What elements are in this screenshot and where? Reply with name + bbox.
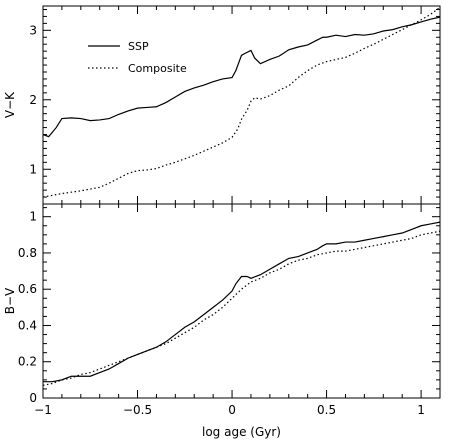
legend-label-ssp: SSP — [128, 40, 149, 53]
series-line-ssp — [42, 16, 441, 138]
legend-label-composite: Composite — [128, 62, 187, 75]
x-tick-label: 0.5 — [317, 403, 336, 417]
x-tick-label: −0.5 — [123, 403, 152, 417]
x-tick-label: 1 — [417, 403, 425, 417]
x-tick-label: 0 — [228, 403, 236, 417]
y-tick-label: 0.2 — [18, 355, 37, 369]
y-axis-label: V−K — [3, 91, 17, 118]
series-line-composite — [42, 230, 441, 386]
panel-bottom-bv: 0 0.2 0.4 0.6 0.8 1 −1 −0.5 0 0.5 1 log age (Gyr) B−… — [3, 203, 441, 439]
series-line-composite — [42, 6, 441, 198]
y-tick-label: 0.8 — [18, 246, 37, 260]
y-tick-label: 1 — [29, 210, 37, 224]
y-axis-label: B−V — [3, 287, 17, 314]
panel-top-vk: 1 2 3 V−K SSP Composite — [3, 5, 441, 205]
y-tick-label: 1 — [29, 162, 37, 176]
y-tick-label: 3 — [29, 23, 37, 37]
series-line-ssp — [43, 221, 441, 383]
y-tick-label: 0.4 — [18, 318, 37, 332]
x-axis-label: log age (Gyr) — [202, 425, 281, 439]
y-tick-label: 0 — [29, 391, 37, 405]
x-tick-label: −1 — [34, 403, 52, 417]
plot-frame — [42, 5, 441, 205]
y-tick-label: 2 — [29, 93, 37, 107]
y-tick-label: 0.6 — [18, 282, 37, 296]
plot-frame — [42, 203, 441, 399]
